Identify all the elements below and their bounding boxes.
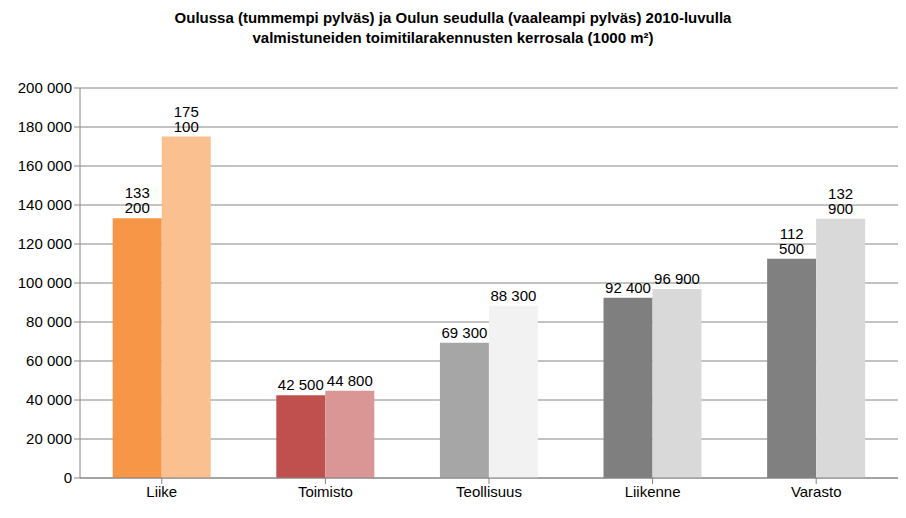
svg-text:133200: 133200 bbox=[125, 184, 150, 216]
svg-text:200 000: 200 000 bbox=[18, 79, 72, 96]
svg-text:100 000: 100 000 bbox=[18, 274, 72, 291]
svg-text:40 000: 40 000 bbox=[26, 391, 72, 408]
svg-text:69 300: 69 300 bbox=[441, 324, 487, 341]
svg-text:60 000: 60 000 bbox=[26, 352, 72, 369]
svg-text:44 800: 44 800 bbox=[327, 372, 373, 389]
svg-text:80 000: 80 000 bbox=[26, 313, 72, 330]
svg-text:175100: 175100 bbox=[174, 103, 199, 135]
svg-text:Liike: Liike bbox=[146, 483, 177, 500]
svg-text:112500: 112500 bbox=[779, 225, 804, 257]
svg-text:88 300: 88 300 bbox=[490, 287, 536, 304]
svg-text:132900: 132900 bbox=[828, 185, 853, 217]
svg-text:140 000: 140 000 bbox=[18, 196, 72, 213]
svg-text:120 000: 120 000 bbox=[18, 235, 72, 252]
svg-text:Varasto: Varasto bbox=[791, 483, 842, 500]
svg-text:92 400: 92 400 bbox=[605, 279, 651, 296]
svg-text:180 000: 180 000 bbox=[18, 118, 72, 135]
svg-text:42 500: 42 500 bbox=[278, 376, 324, 393]
svg-text:Liikenne: Liikenne bbox=[625, 483, 681, 500]
svg-text:160 000: 160 000 bbox=[18, 157, 72, 174]
html-text:Oulussa (tummempi pylväs) ja O: Oulussa (tummempi pylväs) ja Oulun seudu… bbox=[174, 9, 732, 46]
svg-text:96 900: 96 900 bbox=[654, 270, 700, 287]
svg-text:Toimisto: Toimisto bbox=[298, 483, 353, 500]
svg-text:20 000: 20 000 bbox=[26, 430, 72, 447]
svg-text:Teollisuus: Teollisuus bbox=[456, 483, 522, 500]
svg-text:0: 0 bbox=[64, 469, 72, 486]
